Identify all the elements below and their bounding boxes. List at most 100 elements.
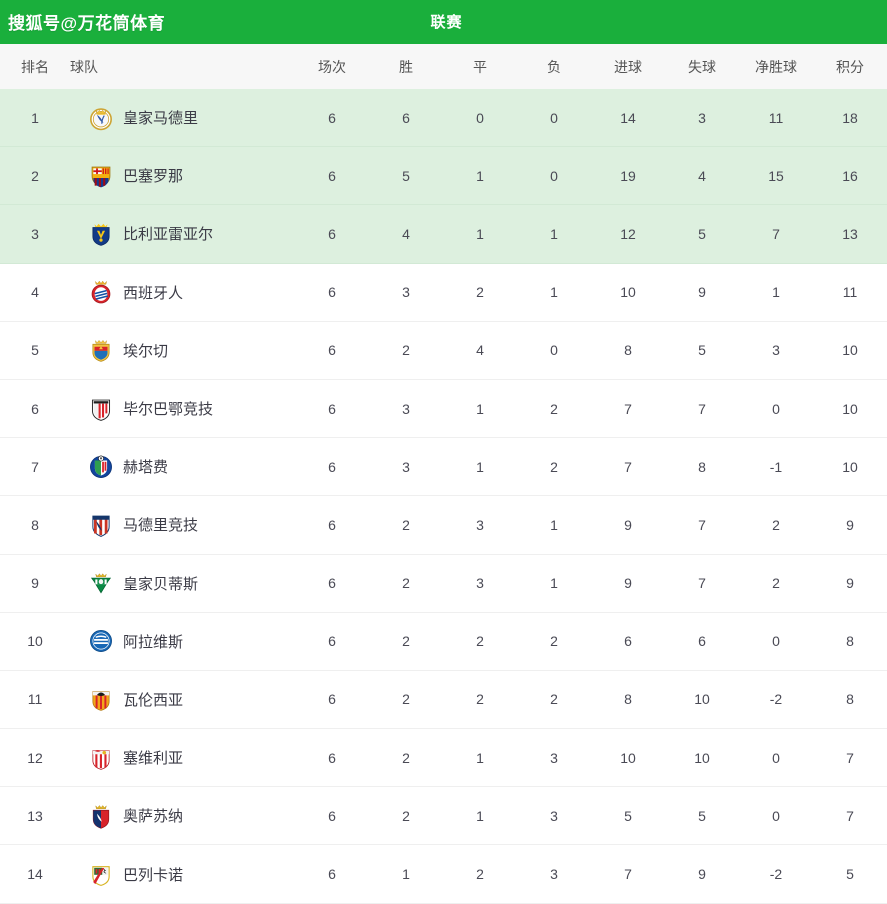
- cell-draw: 2: [443, 670, 517, 730]
- cell-goals-against: 7: [665, 379, 739, 439]
- table-row[interactable]: 10 阿拉维斯 6 2 2 2 6 6 0 8: [0, 612, 887, 671]
- cell-goals-for: 7: [591, 844, 665, 904]
- cell-team[interactable]: 奥萨苏纳: [70, 786, 295, 846]
- table-row[interactable]: 13 奥萨苏纳 6 2 1 3 5 5 0 7: [0, 786, 887, 846]
- cell-goal-diff: -2: [739, 844, 813, 904]
- cell-loss: 3: [517, 844, 591, 904]
- column-header-goal-diff[interactable]: 净胜球: [739, 44, 813, 89]
- table-row[interactable]: 7 赫塔费 6 3 1 2 7 8 -1 10: [0, 437, 887, 497]
- table-row[interactable]: 8 马德里竞技 6 2 3 1 9 7 2 9: [0, 495, 887, 555]
- watermark-text: 搜狐号@万花筒体育: [8, 14, 166, 33]
- cell-team[interactable]: 皇家马德里: [70, 89, 295, 148]
- column-header-goals-for[interactable]: 进球: [591, 44, 665, 89]
- cell-goals-against: 7: [665, 554, 739, 613]
- athletic-bilbao-crest: [88, 396, 114, 422]
- cell-win: 2: [369, 670, 443, 730]
- cell-win: 2: [369, 728, 443, 788]
- cell-rank: 9: [0, 554, 70, 613]
- cell-goals-against: 4: [665, 146, 739, 206]
- cell-loss: 3: [517, 728, 591, 788]
- column-header-loss[interactable]: 负: [517, 44, 591, 89]
- cell-win: 3: [369, 437, 443, 497]
- table-row[interactable]: 6 毕尔巴鄂竞技 6 3 1 2 7 7 0 10: [0, 379, 887, 439]
- cell-points: 13: [813, 204, 887, 264]
- column-header-goals-against[interactable]: 失球: [665, 44, 739, 89]
- cell-goal-diff: 3: [739, 321, 813, 380]
- table-row[interactable]: 14 巴列卡诺 6 1 2 3 7 9 -2 5: [0, 844, 887, 904]
- cell-goals-for: 19: [591, 146, 665, 206]
- cell-played: 6: [295, 379, 369, 439]
- cell-team[interactable]: 塞维利亚: [70, 728, 295, 788]
- table-row[interactable]: 12 塞维利亚 6 2 1 3 10 10 0 7: [0, 728, 887, 788]
- cell-played: 6: [295, 728, 369, 788]
- cell-played: 6: [295, 204, 369, 264]
- table-row[interactable]: 5 埃尔切 6 2 4 0 8 5 3 10: [0, 321, 887, 380]
- cell-played: 6: [295, 612, 369, 671]
- table-row[interactable]: 1 皇家马德里 6 6 0 0 14 3 11 18: [0, 89, 887, 148]
- cell-team[interactable]: 比利亚雷亚尔: [70, 204, 295, 264]
- cell-win: 6: [369, 89, 443, 148]
- rank-value: 13: [27, 807, 43, 824]
- cell-played: 6: [295, 844, 369, 904]
- cell-team[interactable]: 阿拉维斯: [70, 612, 295, 671]
- column-header-team[interactable]: 球队: [70, 44, 295, 89]
- cell-team[interactable]: 皇家贝蒂斯: [70, 554, 295, 613]
- cell-goal-diff: -2: [739, 670, 813, 730]
- column-header-win[interactable]: 胜: [369, 44, 443, 89]
- table-row[interactable]: 11 瓦伦西亚 6 2 2 2 8 10 -2 8: [0, 670, 887, 730]
- team-name: 奥萨苏纳: [123, 808, 184, 826]
- cell-points: 9: [813, 495, 887, 555]
- cell-points: 8: [813, 612, 887, 671]
- cell-goal-diff: 2: [739, 495, 813, 555]
- cell-goal-diff: 7: [739, 204, 813, 264]
- cell-loss: 2: [517, 670, 591, 730]
- cell-team[interactable]: 巴列卡诺: [70, 844, 295, 904]
- page-header: 搜狐号@万花筒体育 联赛: [0, 0, 887, 44]
- cell-team[interactable]: 埃尔切: [70, 321, 295, 380]
- villarreal-crest: [88, 221, 114, 247]
- cell-rank: 10: [0, 612, 70, 671]
- team-name: 阿拉维斯: [123, 633, 184, 651]
- page-title: 联赛: [430, 14, 463, 32]
- team-name: 西班牙人: [123, 284, 184, 302]
- cell-goal-diff: 0: [739, 379, 813, 439]
- cell-played: 6: [295, 786, 369, 846]
- cell-draw: 4: [443, 321, 517, 380]
- cell-loss: 2: [517, 612, 591, 671]
- cell-played: 6: [295, 146, 369, 206]
- rank-value: 3: [31, 225, 39, 242]
- cell-team[interactable]: 赫塔费: [70, 437, 295, 497]
- cell-goal-diff: -1: [739, 437, 813, 497]
- cell-win: 2: [369, 495, 443, 555]
- cell-goals-against: 3: [665, 89, 739, 148]
- table-row[interactable]: 4 西班牙人 6 3 2 1 10 9 1 11: [0, 263, 887, 322]
- table-row[interactable]: 9 皇家贝蒂斯 6 2 3 1 9 7 2 9: [0, 554, 887, 613]
- cell-win: 3: [369, 379, 443, 439]
- cell-win: 1: [369, 844, 443, 904]
- column-header-rank[interactable]: 排名: [0, 44, 70, 89]
- cell-goals-for: 6: [591, 612, 665, 671]
- cell-team[interactable]: 瓦伦西亚: [70, 670, 295, 730]
- team-cell: 赫塔费: [70, 454, 295, 480]
- table-row[interactable]: 2 巴塞罗那 6 5 1 0 19 4 15 16: [0, 146, 887, 206]
- cell-goals-against: 9: [665, 263, 739, 322]
- cell-loss: 0: [517, 89, 591, 148]
- cell-rank: 5: [0, 321, 70, 380]
- column-header-played[interactable]: 场次: [295, 44, 369, 89]
- rank-value: 4: [31, 284, 39, 301]
- rank-value: 5: [31, 342, 39, 359]
- cell-loss: 1: [517, 263, 591, 322]
- cell-team[interactable]: 马德里竞技: [70, 495, 295, 555]
- cell-team[interactable]: 毕尔巴鄂竞技: [70, 379, 295, 439]
- cell-team[interactable]: 西班牙人: [70, 263, 295, 322]
- team-cell: 毕尔巴鄂竞技: [70, 396, 295, 422]
- column-header-points[interactable]: 积分: [813, 44, 887, 89]
- column-header-draw[interactable]: 平: [443, 44, 517, 89]
- table-row[interactable]: 3 比利亚雷亚尔 6 4 1 1 12 5 7 13: [0, 204, 887, 264]
- osasuna-crest: [88, 803, 114, 829]
- cell-points: 8: [813, 670, 887, 730]
- cell-team[interactable]: 巴塞罗那: [70, 146, 295, 206]
- cell-rank: 8: [0, 495, 70, 555]
- cell-draw: 0: [443, 89, 517, 148]
- cell-loss: 0: [517, 146, 591, 206]
